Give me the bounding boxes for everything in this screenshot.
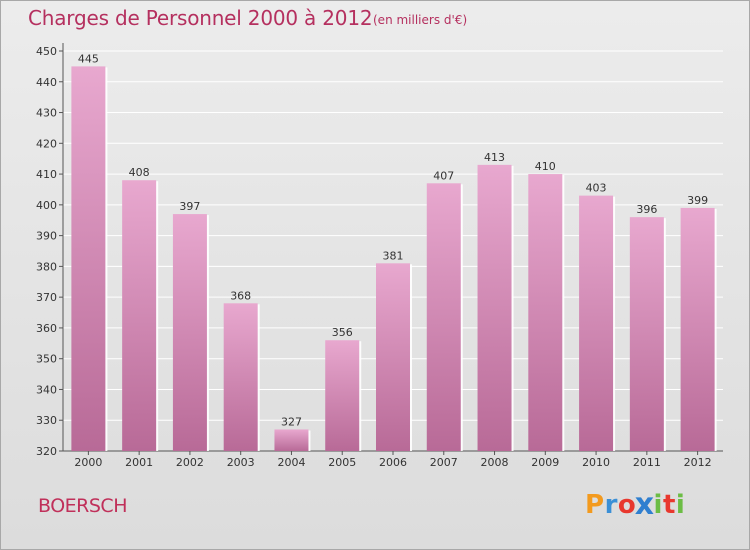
data-label: 445 (78, 52, 99, 65)
data-label: 410 (535, 160, 556, 173)
data-label: 396 (636, 203, 657, 216)
data-label: 368 (230, 289, 251, 302)
data-label: 327 (281, 415, 302, 428)
data-label: 403 (586, 182, 607, 195)
y-tick-label: 430 (36, 107, 57, 120)
data-label: 399 (687, 194, 708, 207)
x-tick-label: 2006 (379, 456, 407, 469)
logo-letter: t (662, 490, 676, 520)
x-tick-label: 2011 (633, 456, 661, 469)
y-tick-label: 440 (36, 76, 57, 89)
data-label: 407 (433, 169, 454, 182)
data-label: 381 (383, 249, 404, 262)
y-tick-label: 360 (36, 322, 57, 335)
y-tick-label: 340 (36, 383, 57, 396)
y-tick-label: 350 (36, 353, 57, 366)
x-tick-label: 2010 (582, 456, 610, 469)
y-tick-label: 320 (36, 445, 57, 458)
y-tick-label: 390 (36, 230, 57, 243)
x-tick-label: 2004 (277, 456, 305, 469)
data-label: 413 (484, 151, 505, 164)
y-tick-label: 450 (36, 45, 57, 58)
y-tick-label: 400 (36, 199, 57, 212)
bar (680, 207, 715, 451)
logo-letter: r (604, 490, 618, 520)
bar (426, 183, 461, 452)
y-tick-label: 370 (36, 291, 57, 304)
chart-subtitle: (en milliers d'€) (373, 13, 468, 27)
logo-letter: x (634, 487, 655, 523)
bar (477, 164, 512, 451)
y-tick-label: 420 (36, 137, 57, 150)
x-tick-label: 2007 (430, 456, 458, 469)
bar (122, 180, 157, 451)
bar (579, 195, 614, 451)
y-tick-label: 330 (36, 414, 57, 427)
bar (223, 303, 258, 451)
bar (172, 214, 207, 451)
logo-letter: P (585, 490, 605, 520)
logo-letter: i (675, 490, 686, 520)
commune-name: BOERSCH (38, 495, 127, 517)
x-tick-label: 2005 (328, 456, 356, 469)
y-tick-label: 380 (36, 260, 57, 273)
logo-letter: i (653, 490, 663, 520)
data-label: 356 (332, 326, 353, 339)
proxiti-logo: Proxiti (585, 487, 686, 523)
logo-letter: o (617, 490, 637, 520)
bar (274, 429, 309, 451)
y-tick-label: 410 (36, 168, 57, 181)
data-label: 397 (179, 200, 200, 213)
bar (71, 66, 106, 451)
bar (376, 263, 410, 451)
bar (528, 174, 563, 452)
x-tick-label: 2009 (531, 456, 559, 469)
x-tick-label: 2003 (227, 456, 255, 469)
data-label: 408 (129, 166, 150, 179)
chart-title: Charges de Personnel 2000 à 2012 (28, 6, 373, 30)
x-tick-label: 2008 (481, 456, 509, 469)
bar (325, 340, 360, 451)
x-tick-label: 2001 (125, 456, 153, 469)
x-tick-label: 2000 (74, 456, 102, 469)
bar (629, 217, 664, 451)
x-tick-label: 2002 (176, 456, 204, 469)
x-tick-label: 2012 (684, 456, 712, 469)
